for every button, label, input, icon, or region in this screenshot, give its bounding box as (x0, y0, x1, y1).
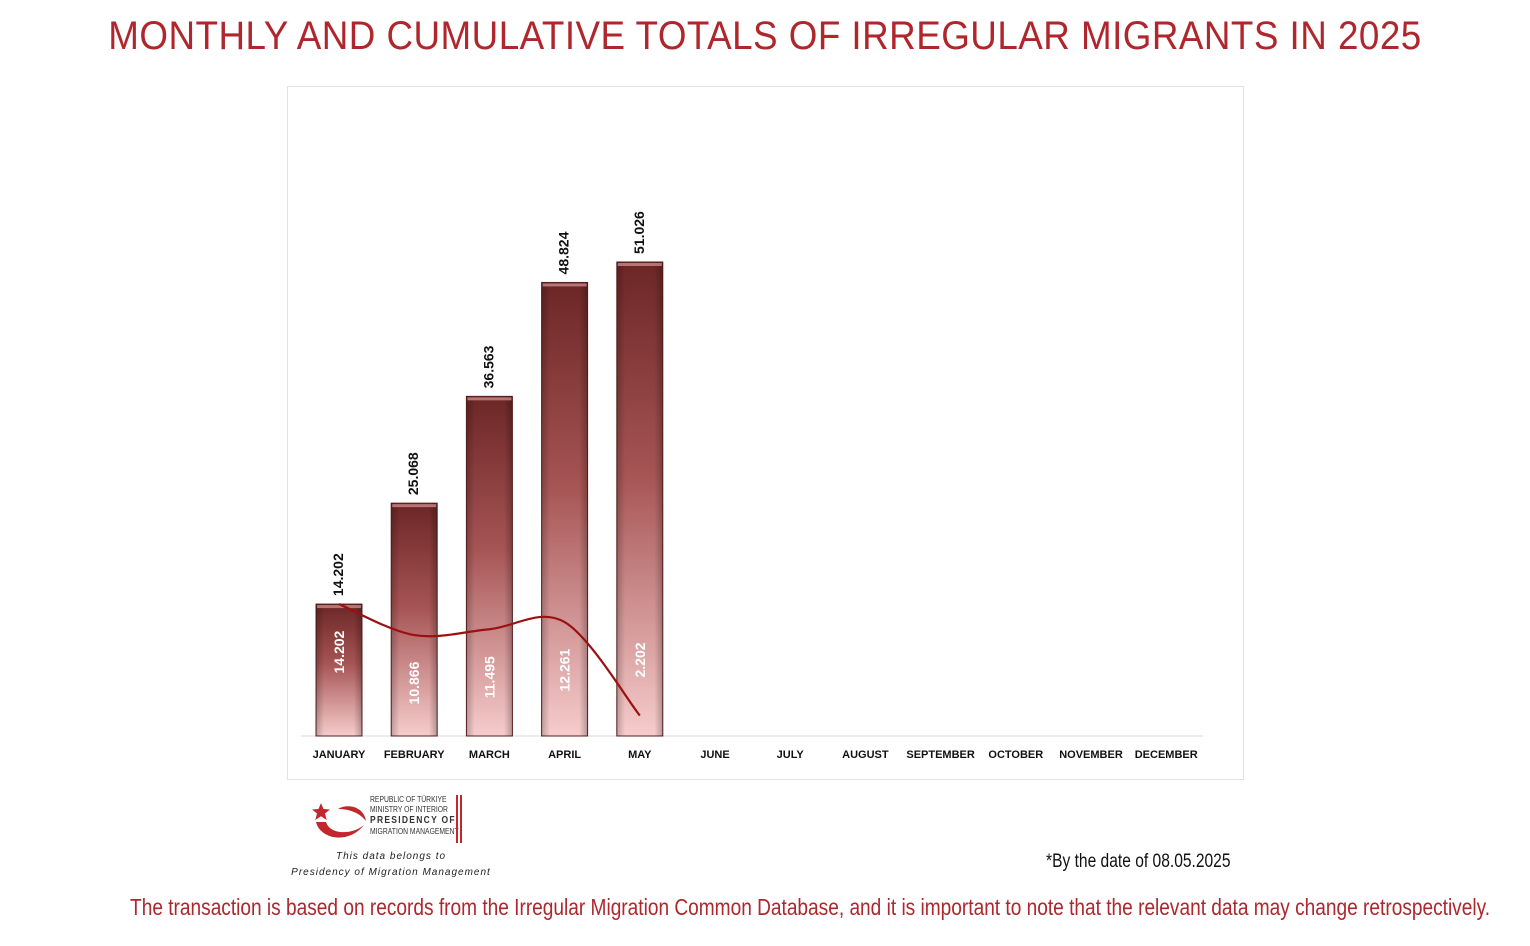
logo-line-2: MINISTRY OF INTERIOR (370, 805, 448, 814)
logo-line-3: PRESIDENCY OF (370, 815, 456, 826)
logo-line-1: REPUBLIC OF TÜRKIYE (370, 795, 447, 804)
x-tick-label: DECEMBER (1135, 749, 1198, 761)
bar-value-label: 14.202 (330, 553, 346, 596)
x-tick-label: NOVEMBER (1059, 749, 1123, 761)
logo-line-4: MIGRATION MANAGEMENT (370, 827, 459, 836)
bar-value-label: 51.026 (631, 211, 647, 254)
bar-shade (391, 503, 438, 736)
line-value-label: 2.202 (632, 642, 648, 677)
logo-text: REPUBLIC OF TÜRKIYE MINISTRY OF INTERIOR… (370, 795, 459, 837)
presidency-logo: REPUBLIC OF TÜRKIYE MINISTRY OF INTERIOR… (290, 793, 520, 883)
x-tick-label: AUGUST (842, 749, 889, 761)
bar-value-label: 48.824 (556, 231, 572, 274)
bar-shade (316, 604, 362, 736)
logo-caption-2: Presidency of Migration Management (291, 867, 491, 878)
bar-top-highlight (392, 504, 437, 508)
bar-top-highlight (317, 605, 361, 609)
monthly-line (338, 603, 641, 717)
logo-caption-1: This data belongs to (335, 851, 447, 862)
x-tick-label: JULY (777, 749, 805, 761)
bar-shade (616, 262, 663, 736)
chart-svg: 14.202 25.068 36.563 48.824 51.026 14.202 10.8… (301, 211, 1203, 761)
x-tick-label: MAY (628, 749, 652, 761)
footer-note: The transaction is based on records from… (130, 894, 1491, 920)
bar-value-label: 25.068 (405, 452, 421, 495)
bar-top-highlight (542, 283, 587, 287)
line-value-label: 10.866 (406, 661, 422, 704)
chart-area: 14.202 25.068 36.563 48.824 51.026 14.202 10.8… (287, 86, 1244, 780)
x-tick-label: OCTOBER (988, 749, 1043, 761)
bar-shade (541, 282, 588, 736)
chart-title: MONTHLY AND CUMULATIVE TOTALS OF IRREGUL… (108, 14, 1422, 58)
crescent-star-icon (312, 803, 366, 838)
x-tick-label: JANUARY (313, 749, 366, 761)
date-note: *By the date of 08.05.2025 (1046, 851, 1231, 872)
bar-top-highlight (467, 397, 512, 401)
x-tick-label: FEBRUARY (384, 749, 445, 761)
line-value-label: 12.261 (557, 648, 573, 691)
line-value-label: 14.202 (331, 630, 347, 673)
logo-caption: This data belongs to Presidency of Migra… (286, 849, 496, 881)
line-value-label: 11.495 (481, 656, 497, 698)
x-tick-label: APRIL (548, 749, 581, 761)
bar-top-highlight (617, 263, 662, 266)
x-tick-label: JUNE (700, 749, 729, 761)
bar-value-label: 36.563 (480, 345, 496, 388)
x-tick-label: SEPTEMBER (906, 749, 975, 761)
logo-bars (456, 795, 464, 843)
x-tick-label: MARCH (469, 749, 510, 761)
bar-shade (466, 396, 513, 736)
